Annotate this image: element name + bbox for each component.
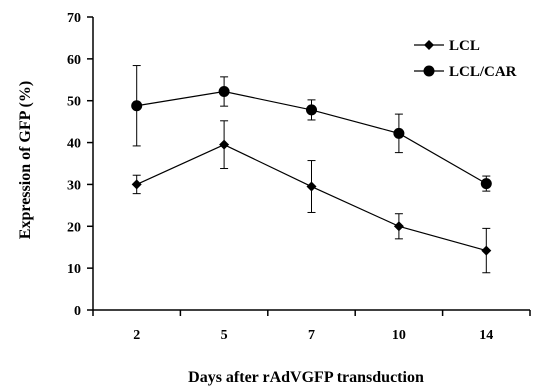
legend-label: LCL	[449, 38, 480, 54]
x-tick-label: 2	[133, 328, 140, 343]
y-tick-label: 50	[67, 95, 81, 110]
y-axis-ticks: 0 10 20 30 40 50 60 70	[67, 11, 93, 319]
axes	[92, 17, 530, 311]
series-lcl-car	[131, 65, 492, 192]
x-axis-label: Days after rAdVGFP transduction	[188, 369, 424, 386]
x-tick-label: 7	[308, 328, 315, 343]
y-tick-label: 70	[67, 11, 81, 26]
data-point	[306, 181, 317, 192]
legend: LCL LCL/CAR	[414, 38, 517, 80]
legend-marker	[424, 40, 434, 50]
data-point	[219, 139, 230, 150]
x-tick-label: 5	[221, 328, 228, 343]
data-point	[480, 178, 492, 190]
x-axis-ticks: 2 5 7 10 14	[92, 310, 531, 343]
data-point	[131, 100, 143, 112]
data-point	[481, 245, 492, 256]
y-tick-label: 0	[74, 304, 81, 319]
legend-label: LCL/CAR	[449, 64, 517, 80]
y-tick-label: 60	[67, 53, 81, 68]
series-layer	[131, 65, 492, 274]
data-point	[393, 127, 405, 139]
data-point	[306, 104, 317, 116]
data-point	[218, 86, 230, 98]
y-axis-label: Expression of GFP (%)	[17, 81, 34, 239]
data-point	[393, 221, 404, 232]
legend-marker	[423, 65, 435, 77]
y-tick-label: 10	[67, 262, 81, 277]
x-tick-label: 14	[479, 328, 493, 343]
data-point	[131, 179, 142, 190]
y-tick-label: 40	[67, 137, 81, 152]
y-tick-label: 20	[67, 220, 81, 235]
series-lcl	[131, 120, 492, 274]
x-tick-label: 10	[392, 328, 406, 343]
y-tick-label: 30	[67, 178, 81, 193]
